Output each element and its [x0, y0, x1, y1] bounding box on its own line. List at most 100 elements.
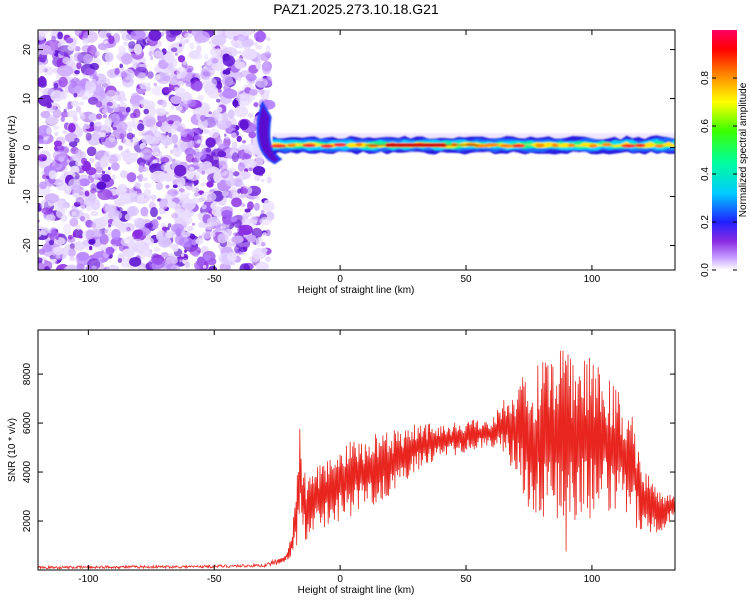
y-tick-label: 6000 — [22, 412, 33, 435]
heatmap-noise-blob — [126, 106, 131, 113]
heatmap-noise-blob — [196, 45, 202, 53]
heatmap-noise-blob — [122, 152, 138, 164]
heatmap-noise-blob — [122, 135, 139, 147]
heatmap-noise-blob — [74, 30, 83, 37]
heatmap-noise-blob — [117, 258, 122, 263]
heatmap-noise-blob — [167, 223, 172, 228]
heatmap-noise-blob — [67, 234, 73, 240]
heatmap-noise-blob — [143, 108, 149, 115]
heatmap-noise-blob — [160, 157, 170, 163]
heatmap-noise-blob — [62, 130, 68, 134]
heatmap-noise-blob — [121, 53, 133, 65]
heatmap-noise-blob — [163, 124, 179, 135]
y-tick-label: 20 — [22, 44, 33, 56]
heatmap-noise-blob — [68, 248, 76, 257]
x-tick-label: 50 — [460, 274, 472, 285]
heatmap-noise-blob — [166, 201, 177, 209]
heatmap-noise-blob — [237, 93, 246, 100]
heatmap-noise-blob — [218, 160, 227, 166]
heatmap-noise-blob — [177, 55, 186, 63]
heatmap-noise-blob — [138, 165, 144, 173]
heatmap-noise-blob — [114, 67, 120, 76]
heatmap-noise-blob — [117, 104, 121, 108]
snr-series-line — [38, 350, 675, 570]
heatmap-noise-blob — [213, 30, 223, 37]
heatmap-noise-blob — [260, 209, 265, 215]
heatmap-noise-blob — [211, 34, 227, 46]
heatmap-noise-blob — [74, 70, 80, 75]
heatmap-noise-blob — [142, 177, 148, 182]
heatmap-noise-blob — [202, 264, 207, 269]
heatmap-noise-blob — [253, 41, 259, 47]
heatmap-noise-blob — [143, 182, 152, 189]
heatmap-x-axis-label: Height of straight line (km) — [298, 285, 415, 296]
heatmap-noise-blob — [58, 247, 63, 252]
heatmap-noise-blob — [125, 235, 134, 241]
heatmap-noise-blob — [89, 157, 95, 163]
x-tick-label: -50 — [207, 574, 222, 585]
heatmap-noise-blob — [83, 124, 90, 130]
heatmap-noise-blob — [155, 107, 167, 117]
heatmap-noise-blob — [56, 145, 65, 153]
heatmap-noise-blob — [211, 58, 219, 64]
heatmap-noise-blob — [41, 244, 53, 253]
heatmap-noise-blob — [38, 257, 43, 264]
heatmap-noise-blob — [123, 78, 128, 83]
heatmap-noise-blob — [46, 232, 52, 238]
colorbar-tick-label: 0.2 — [700, 215, 711, 229]
heatmap-noise-blob — [195, 237, 204, 245]
heatmap-noise-blob — [166, 169, 176, 182]
heatmap-noise-blob — [134, 152, 139, 157]
heatmap-noise-blob — [241, 188, 248, 194]
heatmap-noise-blob — [201, 77, 218, 89]
signal-hot-spot — [499, 144, 513, 148]
heatmap-noise-blob — [179, 259, 183, 263]
heatmap-noise-blob — [88, 239, 96, 245]
heatmap-noise-blob — [123, 188, 132, 195]
heatmap-noise-blob — [74, 137, 80, 144]
heatmap-noise-blob — [134, 182, 141, 189]
heatmap-noise-blob — [184, 32, 193, 39]
heatmap-noise-blob — [122, 193, 131, 204]
heatmap-noise-blob — [192, 251, 200, 257]
heatmap-noise-blob — [50, 30, 58, 39]
colorbar-tick-label: 0.6 — [700, 119, 711, 133]
heatmap-noise-blob — [252, 166, 266, 176]
heatmap-noise-blobs — [38, 30, 276, 270]
heatmap-noise-blob — [172, 197, 180, 204]
heatmap-noise-blob — [112, 127, 117, 131]
heatmap-noise-blob — [171, 104, 175, 110]
heatmap-noise-blob — [237, 188, 242, 194]
heatmap-noise-blob — [94, 156, 99, 160]
heatmap-noise-blob — [168, 132, 172, 138]
heatmap-noise-blob — [48, 170, 57, 180]
heatmap-noise-blob — [255, 77, 268, 88]
heatmap-noise-blob — [243, 143, 260, 156]
heatmap-noise-blob — [221, 210, 233, 218]
heatmap-noise-blob — [65, 37, 74, 44]
heatmap-noise-blob — [106, 264, 120, 270]
heatmap-noise-blob — [206, 59, 213, 66]
heatmap-noise-blob — [175, 106, 183, 111]
heatmap-noise-blob — [259, 216, 272, 226]
heatmap-noise-blob — [156, 233, 166, 241]
heatmap-noise-blob — [103, 150, 112, 160]
heatmap-noise-blob — [215, 48, 222, 56]
heatmap-noise-blob — [154, 50, 164, 57]
signal-curl-core — [256, 100, 283, 165]
heatmap-noise-blob — [134, 70, 140, 76]
heatmap-noise-blob — [176, 126, 185, 133]
heatmap-noise-blob — [238, 158, 243, 163]
heatmap-noise-blob — [149, 124, 159, 132]
heatmap-noise-blob — [143, 248, 152, 257]
heatmap-noise-blob — [155, 121, 163, 128]
x-tick-label: -100 — [78, 274, 98, 285]
heatmap-noise-blob — [114, 106, 118, 112]
heatmap-noise-blob — [49, 255, 55, 260]
heatmap-noise-blob — [217, 233, 228, 244]
heatmap-noise-blob — [53, 140, 63, 147]
heatmap-noise-blob — [65, 264, 78, 270]
heatmap-noise-blob — [174, 164, 187, 177]
heatmap-noise-blob — [206, 216, 221, 227]
